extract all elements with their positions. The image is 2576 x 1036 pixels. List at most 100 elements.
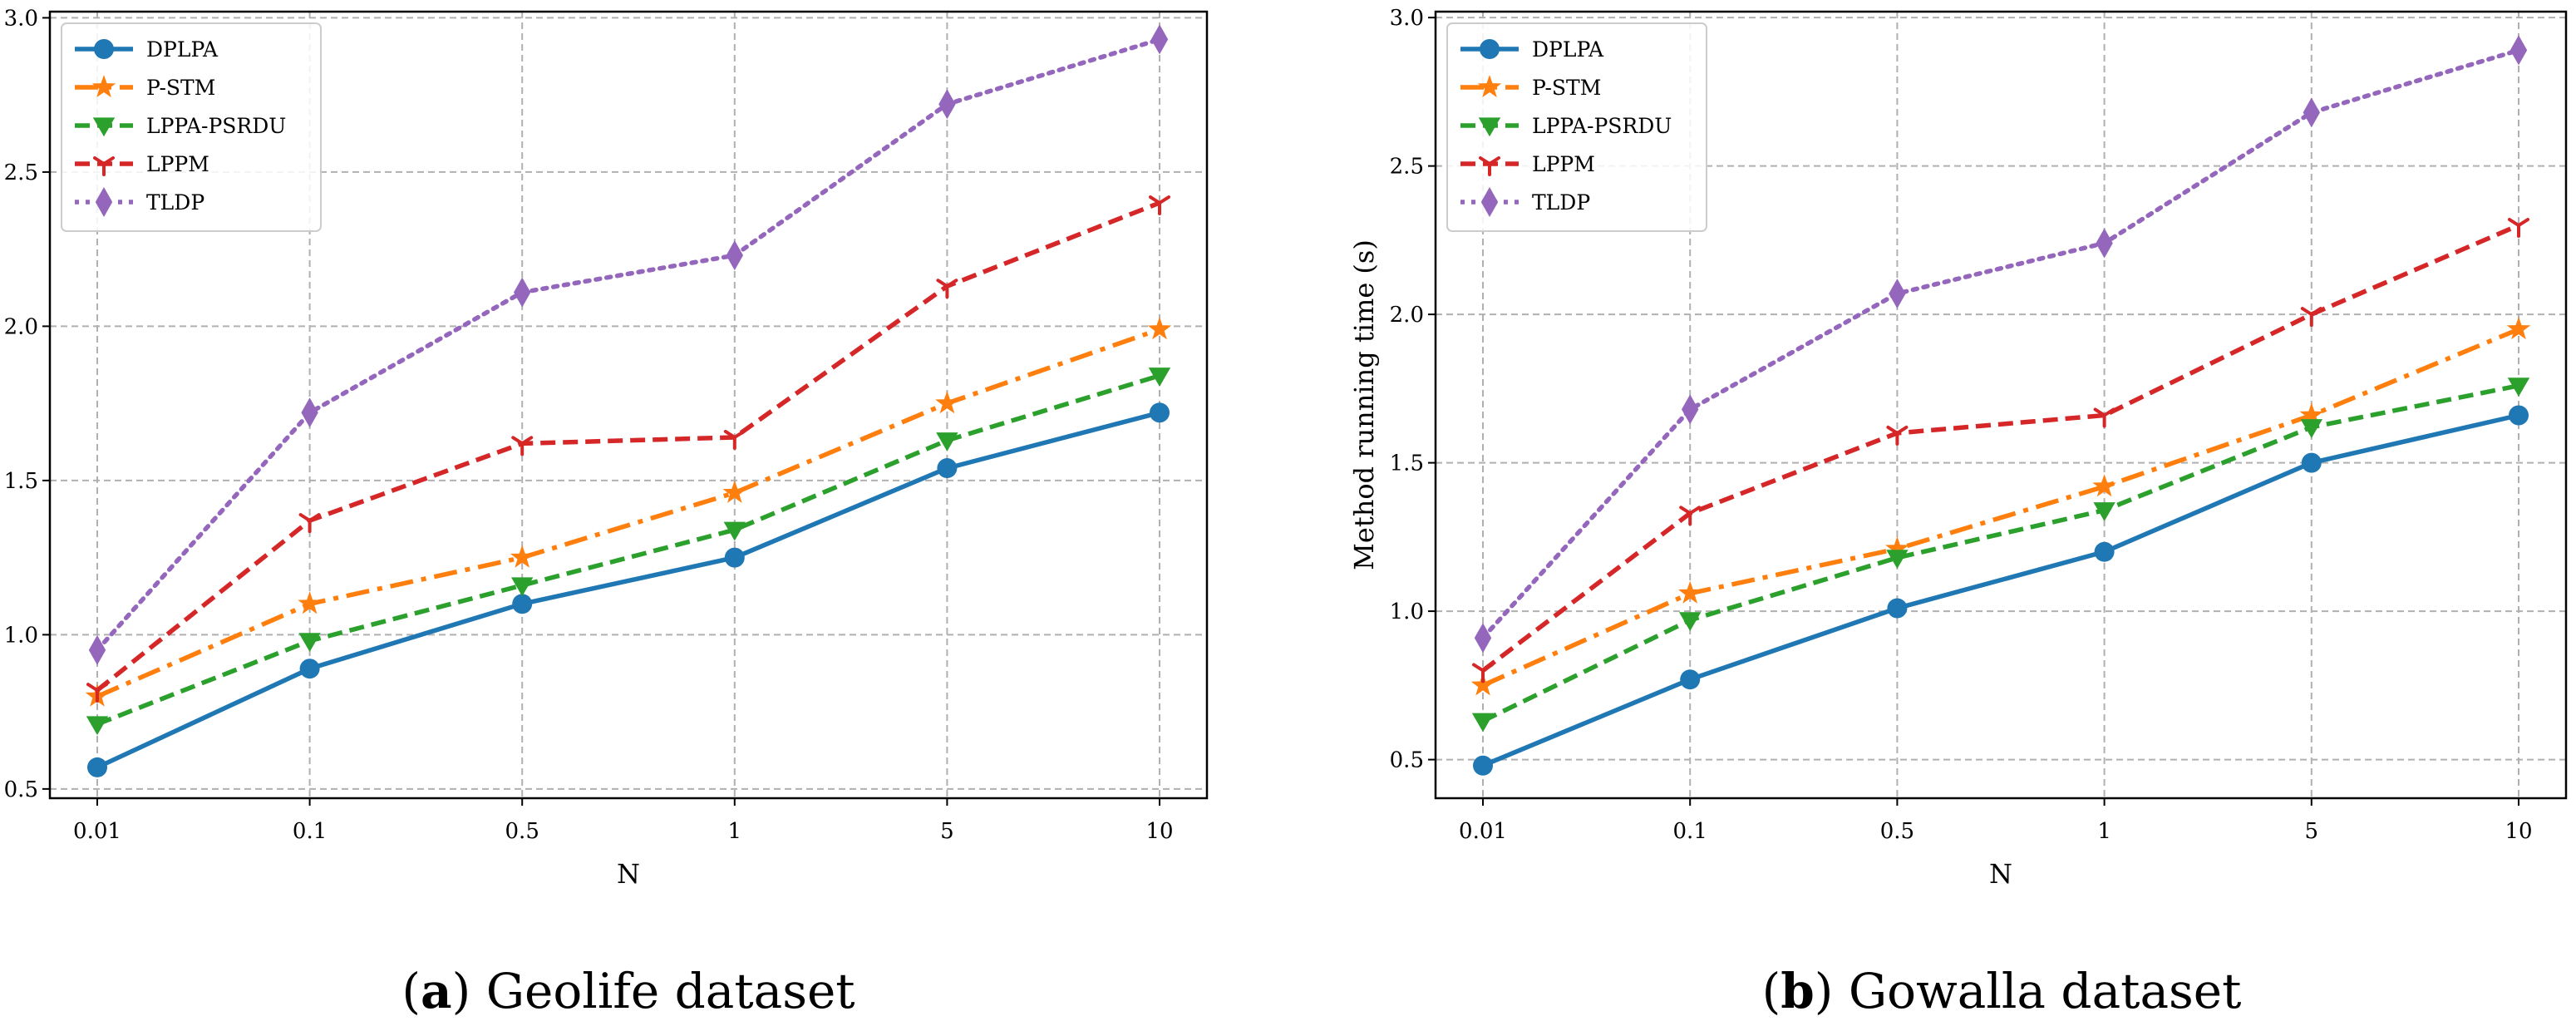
data-point <box>2509 405 2529 426</box>
figure-caption: (b) Gowalla dataset <box>1762 963 2242 1019</box>
x-axis-label: N <box>1989 858 2012 890</box>
legend-label: LPPM <box>146 152 209 176</box>
y-tick-label: 2.0 <box>1390 303 1424 328</box>
legend-marker <box>1477 75 1502 98</box>
chart-panel-a: 0.010.10.515100.51.01.52.02.53.0NMethod … <box>4 6 1209 1019</box>
legend-label: P-STM <box>1532 76 1601 100</box>
x-axis-label: N <box>617 858 640 890</box>
legend-marker <box>1478 117 1501 137</box>
legend-marker <box>94 39 114 59</box>
figure-caption: (a) Geolife dataset <box>401 963 855 1019</box>
series-dplpa <box>87 402 1170 777</box>
data-point-arm <box>2517 218 2529 228</box>
legend-entry: P-STM <box>75 75 215 100</box>
data-point <box>938 89 956 120</box>
data-point <box>1889 279 1906 309</box>
legend-label: DPLPA <box>146 37 219 62</box>
x-tick-label: 0.1 <box>293 819 327 844</box>
legend-entry: DPLPA <box>75 37 219 62</box>
y-tick-label: 2.5 <box>4 160 38 185</box>
caption-text: Geolife dataset <box>486 963 855 1019</box>
grid <box>1436 12 2566 798</box>
data-point <box>1147 317 1172 340</box>
x-tick-label: 0.01 <box>73 819 121 844</box>
series-lppm <box>86 195 1170 703</box>
y-tick-label: 1.0 <box>1390 599 1424 624</box>
data-point <box>935 391 959 414</box>
legend-marker-arm <box>1488 156 1500 165</box>
data-point-arm <box>945 279 958 289</box>
data-point <box>511 577 534 597</box>
data-point <box>1886 550 1909 570</box>
x-tick-label: 0.5 <box>505 819 539 844</box>
data-point <box>2303 97 2320 128</box>
x-tick-label: 0.01 <box>1459 819 1507 844</box>
data-point <box>722 480 747 503</box>
legend-marker-arm <box>102 156 115 165</box>
series-line <box>95 37 1162 653</box>
caption-paren: ( <box>401 963 421 1019</box>
legend-entry: LPPA-PSRDU <box>75 114 286 138</box>
data-point-arm <box>2093 407 2106 417</box>
series-lppm <box>1472 218 2529 683</box>
y-tick-label: 1.5 <box>4 469 38 494</box>
y-tick-label: 0.5 <box>1390 748 1424 773</box>
data-point <box>1680 669 1701 690</box>
data-point <box>2300 419 2322 438</box>
legend-label: P-STM <box>146 76 215 100</box>
legend-marker <box>1479 156 1500 176</box>
legend-marker <box>1480 187 1499 217</box>
x-tick-label: 10 <box>1145 819 1173 844</box>
data-point <box>1682 394 1699 425</box>
data-point-arm <box>298 513 312 523</box>
legend-entry: TLDP <box>1460 187 1590 217</box>
series-line <box>96 410 1160 770</box>
data-point <box>1471 713 1495 733</box>
data-point <box>724 547 745 568</box>
data-point-arm <box>1149 195 1161 205</box>
data-point <box>1472 663 1494 683</box>
data-point-arm <box>2508 218 2520 228</box>
data-point-arm <box>1679 506 1692 516</box>
data-point-arm <box>936 279 949 289</box>
data-point <box>2096 228 2113 259</box>
legend-marker-arm <box>1479 156 1491 165</box>
series-tldp <box>1474 35 2528 654</box>
data-point <box>88 634 106 665</box>
data-point <box>1887 598 1908 619</box>
data-point <box>2506 317 2531 340</box>
y-tick-label: 3.0 <box>4 6 38 31</box>
data-point-arm <box>2102 407 2115 417</box>
legend-entry: P-STM <box>1460 75 1601 100</box>
data-point <box>723 521 746 541</box>
legend: DPLPA P-STM LPPA-PSRDU LPPM TLDP <box>61 22 322 232</box>
legend-marker <box>93 156 115 176</box>
data-point <box>936 432 958 451</box>
y-tick-label: 2.0 <box>4 314 38 339</box>
data-point-arm <box>732 429 746 439</box>
legend-marker <box>92 117 116 137</box>
data-point <box>2510 35 2528 66</box>
legend-label: DPLPA <box>1532 37 1604 62</box>
data-point-arm <box>1481 663 1494 673</box>
legend-label: TLDP <box>146 190 204 215</box>
plot-frame <box>1434 10 2568 800</box>
data-point-arm <box>2309 307 2322 317</box>
data-point <box>1679 506 1702 526</box>
data-point <box>298 513 321 534</box>
data-point <box>2301 452 2322 473</box>
legend-label: LPPM <box>1532 152 1595 176</box>
x-tick-label: 1 <box>2097 819 2111 844</box>
data-point-arm <box>520 436 534 446</box>
y-axis-label: Method running time (s) <box>1348 239 1380 570</box>
data-point <box>298 633 321 652</box>
series-p-stm <box>1470 317 2531 696</box>
data-point-arm <box>2300 307 2313 317</box>
data-point <box>1148 368 1171 387</box>
data-point <box>2094 541 2115 562</box>
x-tick-label: 1 <box>728 819 742 844</box>
x-tick-label: 0.1 <box>1673 819 1707 844</box>
data-point-arm <box>723 429 736 439</box>
legend-marker <box>91 75 116 98</box>
